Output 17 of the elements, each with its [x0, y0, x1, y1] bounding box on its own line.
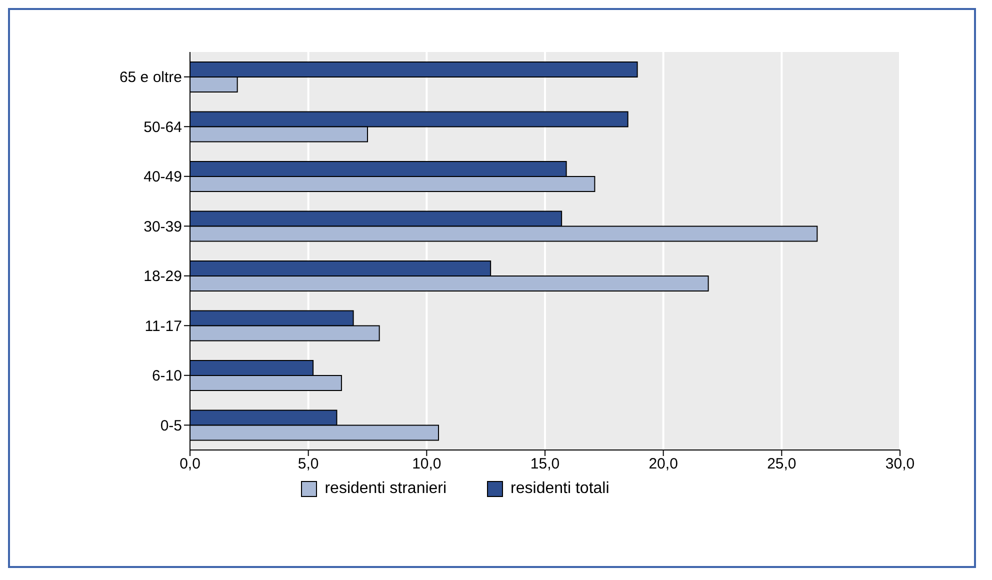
y-tick-label: 18-29 — [144, 268, 182, 286]
legend-label: residenti totali — [510, 480, 610, 498]
y-tick-label: 50-64 — [144, 118, 182, 136]
y-tick-label: 11-17 — [144, 318, 182, 335]
x-tick-label: 20,0 — [648, 456, 678, 473]
x-tick-label: 30,0 — [885, 456, 915, 473]
y-tick-label: 0-5 — [160, 417, 182, 434]
y-tick-label: 65 e oltre — [119, 69, 182, 86]
legend-label: residenti stranieri — [324, 480, 447, 498]
x-tick-label: 25,0 — [767, 456, 796, 473]
y-tick-label: 40-49 — [144, 168, 182, 186]
x-tick-label: 15,0 — [530, 456, 560, 473]
y-tick-label: 30-39 — [144, 218, 182, 236]
y-tick-label: 6-10 — [152, 368, 182, 385]
x-tick-label: 0,0 — [180, 456, 200, 473]
x-tick-label: 5,0 — [298, 456, 319, 473]
x-tick-label: 10,0 — [412, 456, 442, 473]
